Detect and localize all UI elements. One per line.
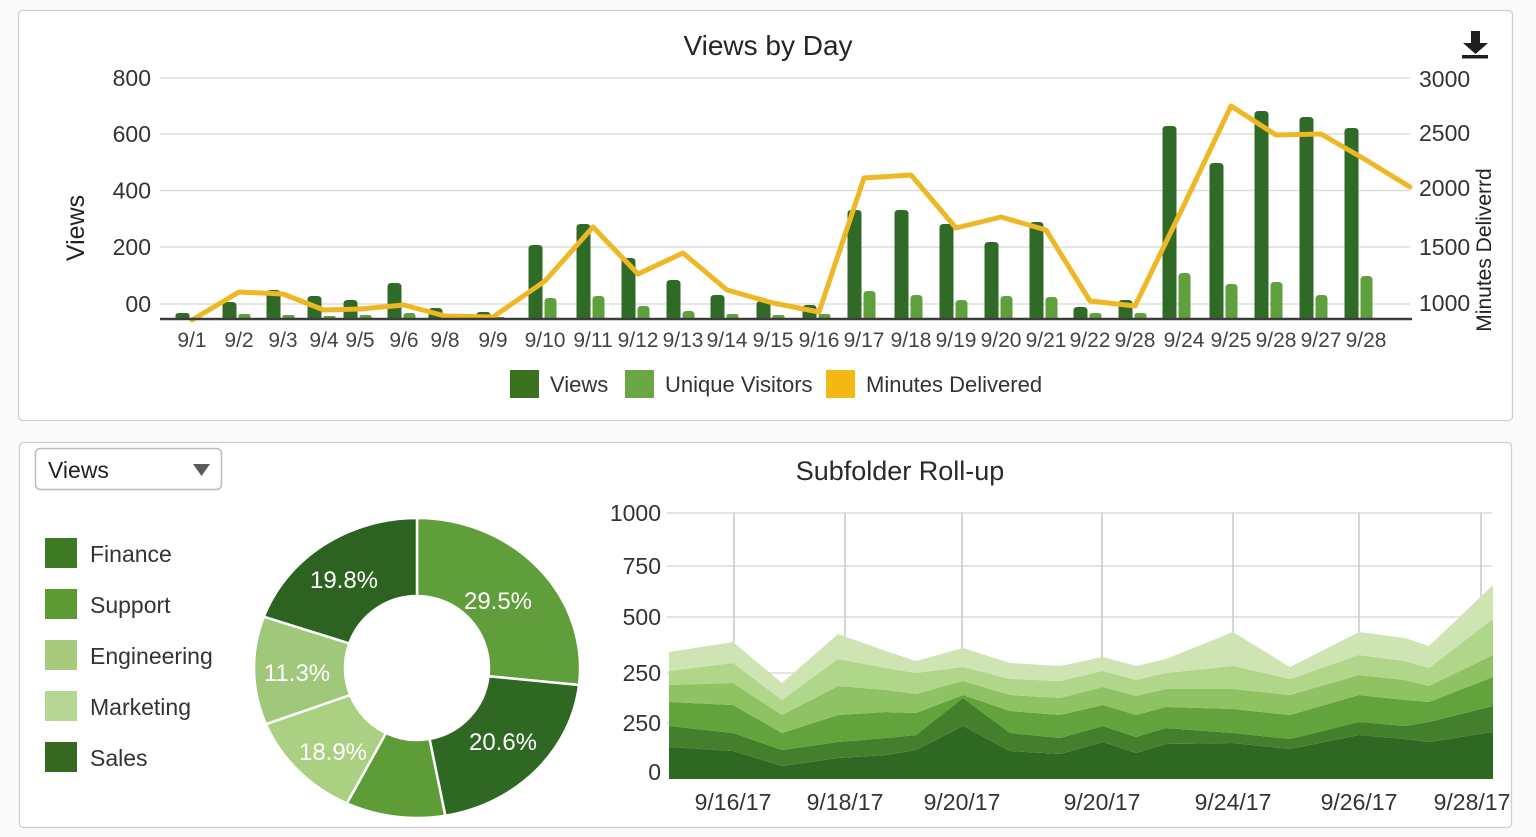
svg-text:Unique Visitors: Unique Visitors [665, 372, 813, 397]
svg-text:400: 400 [113, 178, 151, 204]
svg-text:500: 500 [623, 604, 661, 630]
svg-text:600: 600 [113, 121, 151, 147]
svg-text:9/28: 9/28 [1256, 329, 1297, 352]
svg-text:9/18: 9/18 [891, 329, 932, 352]
svg-text:9/20: 9/20 [981, 329, 1022, 352]
svg-text:9/17: 9/17 [844, 329, 885, 352]
svg-text:Views by Day: Views by Day [683, 30, 852, 61]
svg-text:Marketing: Marketing [90, 694, 191, 720]
svg-text:1500: 1500 [1419, 234, 1470, 260]
svg-text:Views: Views [62, 195, 90, 261]
svg-text:9/16: 9/16 [799, 329, 840, 352]
svg-text:9/5: 9/5 [345, 329, 374, 352]
svg-text:Sales: Sales [90, 745, 148, 771]
svg-text:18.9%: 18.9% [299, 739, 367, 766]
svg-text:9/21: 9/21 [1026, 329, 1067, 352]
svg-text:9/6: 9/6 [389, 329, 418, 352]
svg-text:Subfolder Roll-up: Subfolder Roll-up [796, 456, 1005, 486]
svg-text:9/14: 9/14 [707, 329, 748, 352]
svg-text:9/13: 9/13 [663, 329, 704, 352]
svg-text:9/18/17: 9/18/17 [807, 789, 884, 815]
svg-text:0: 0 [648, 759, 661, 785]
svg-text:250: 250 [623, 660, 661, 686]
svg-text:9/15: 9/15 [753, 329, 794, 352]
svg-text:9/10: 9/10 [525, 329, 566, 352]
svg-text:2500: 2500 [1419, 120, 1470, 146]
svg-text:20.6%: 20.6% [469, 729, 537, 756]
svg-text:9/28: 9/28 [1346, 329, 1387, 352]
svg-text:11.3%: 11.3% [264, 660, 330, 687]
svg-text:9/3: 9/3 [268, 329, 297, 352]
svg-text:9/24/17: 9/24/17 [1195, 789, 1272, 815]
svg-text:Support: Support [90, 592, 171, 618]
svg-text:9/24: 9/24 [1164, 329, 1205, 352]
svg-text:750: 750 [623, 553, 661, 579]
svg-text:Views: Views [550, 372, 608, 397]
svg-text:9/25: 9/25 [1211, 329, 1252, 352]
svg-text:00: 00 [125, 291, 151, 317]
svg-text:9/22: 9/22 [1070, 329, 1111, 352]
svg-text:1000: 1000 [1419, 290, 1470, 316]
svg-text:Minutes Delivered: Minutes Delivered [866, 372, 1042, 397]
svg-text:250: 250 [623, 710, 661, 736]
svg-text:9/26/17: 9/26/17 [1321, 789, 1398, 815]
svg-text:3000: 3000 [1419, 66, 1470, 92]
svg-text:2000: 2000 [1419, 175, 1470, 201]
svg-text:9/9: 9/9 [478, 329, 507, 352]
svg-text:800: 800 [113, 65, 151, 91]
svg-text:9/16/17: 9/16/17 [695, 789, 772, 815]
svg-text:19.8%: 19.8% [310, 567, 378, 594]
svg-text:200: 200 [113, 234, 151, 260]
svg-text:1000: 1000 [610, 500, 661, 526]
svg-text:Views: Views [48, 457, 109, 483]
svg-text:9/19: 9/19 [936, 329, 977, 352]
svg-text:9/28: 9/28 [1115, 329, 1156, 352]
svg-text:9/12: 9/12 [618, 329, 659, 352]
svg-text:9/28/17: 9/28/17 [1434, 789, 1511, 815]
svg-text:Engineering: Engineering [90, 643, 213, 669]
svg-text:9/4: 9/4 [309, 329, 339, 352]
svg-text:9/2: 9/2 [224, 329, 253, 352]
svg-text:29.5%: 29.5% [464, 588, 532, 615]
svg-text:9/1: 9/1 [177, 329, 206, 352]
svg-text:9/20/17: 9/20/17 [1064, 789, 1141, 815]
svg-text:Minutes Deliverrd: Minutes Deliverrd [1473, 168, 1496, 331]
svg-text:9/8: 9/8 [430, 329, 459, 352]
svg-text:Finance: Finance [90, 541, 172, 567]
svg-text:9/27: 9/27 [1301, 329, 1342, 352]
svg-text:9/11: 9/11 [573, 329, 612, 352]
svg-text:9/20/17: 9/20/17 [924, 789, 1001, 815]
